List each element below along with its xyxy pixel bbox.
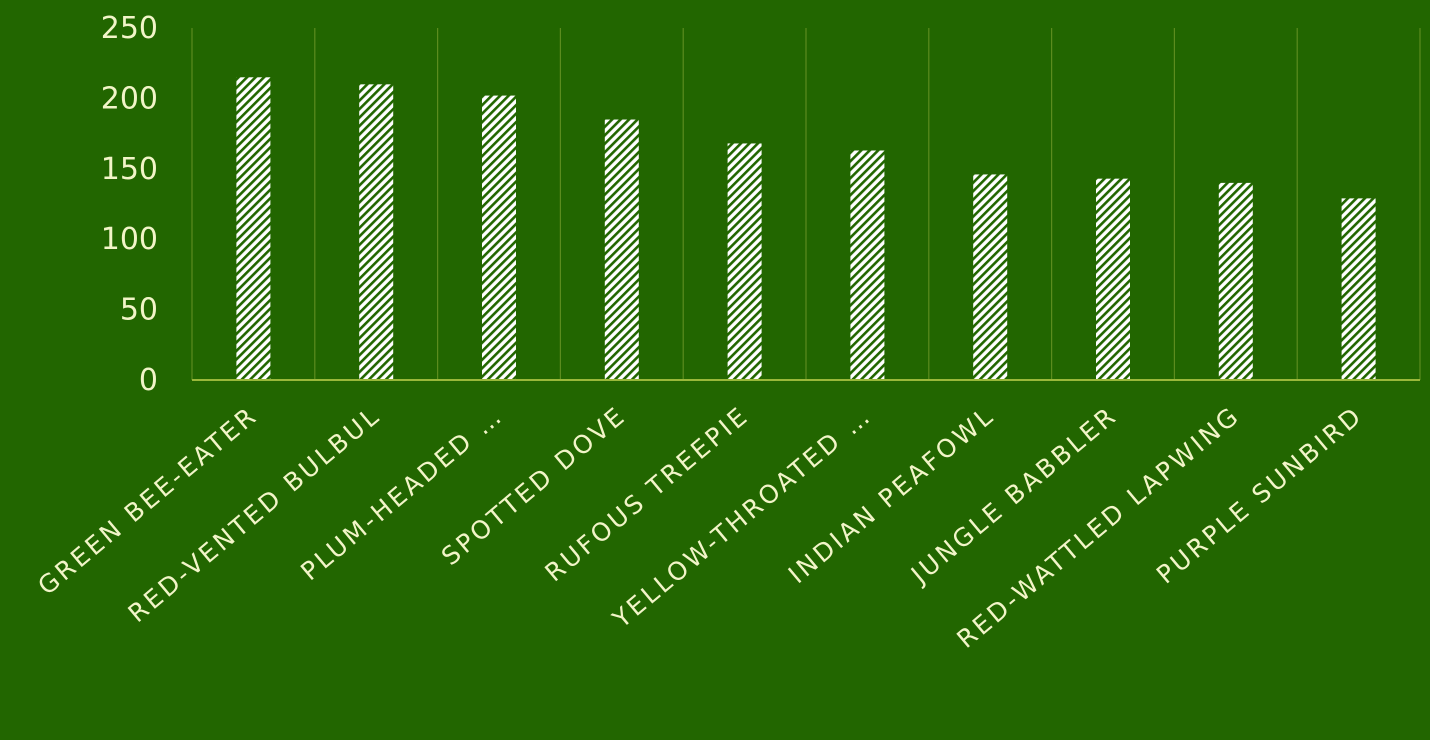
- bar: [236, 77, 271, 380]
- y-axis-tick-labels: 0 50 100 150 200 250: [101, 11, 158, 398]
- bars: [236, 77, 1376, 381]
- y-tick-label: 250: [101, 11, 158, 46]
- bar: [359, 84, 394, 380]
- x-tick-label: PURPLE SUNBIRD: [1151, 400, 1368, 589]
- x-tick-label: JUNGLE BABBLER: [904, 400, 1123, 590]
- bar: [850, 150, 885, 380]
- y-tick-label: 50: [120, 293, 158, 328]
- bar: [604, 119, 639, 381]
- gridlines: [191, 28, 1421, 380]
- x-tick-label: RUFOUS TREEPIE: [539, 400, 754, 587]
- y-tick-label: 150: [101, 152, 158, 187]
- bar: [482, 95, 516, 381]
- x-tick-label: PLUM-HEADED …: [295, 400, 509, 586]
- x-tick-label: GREEN BEE-EATER: [32, 400, 263, 600]
- y-tick-label: 100: [101, 222, 158, 257]
- bar: [1096, 178, 1130, 380]
- bar: [1341, 198, 1376, 380]
- bar: [727, 143, 762, 380]
- x-tick-label: RED-VENTED BULBUL: [123, 400, 386, 628]
- y-tick-label: 0: [139, 363, 158, 398]
- y-tick-label: 200: [101, 81, 158, 116]
- bar: [973, 174, 1008, 380]
- x-tick-label: INDIAN PEAFOWL: [783, 400, 1000, 589]
- bar: [1218, 182, 1253, 380]
- x-tick-label: YELLOW-THROATED …: [606, 400, 877, 634]
